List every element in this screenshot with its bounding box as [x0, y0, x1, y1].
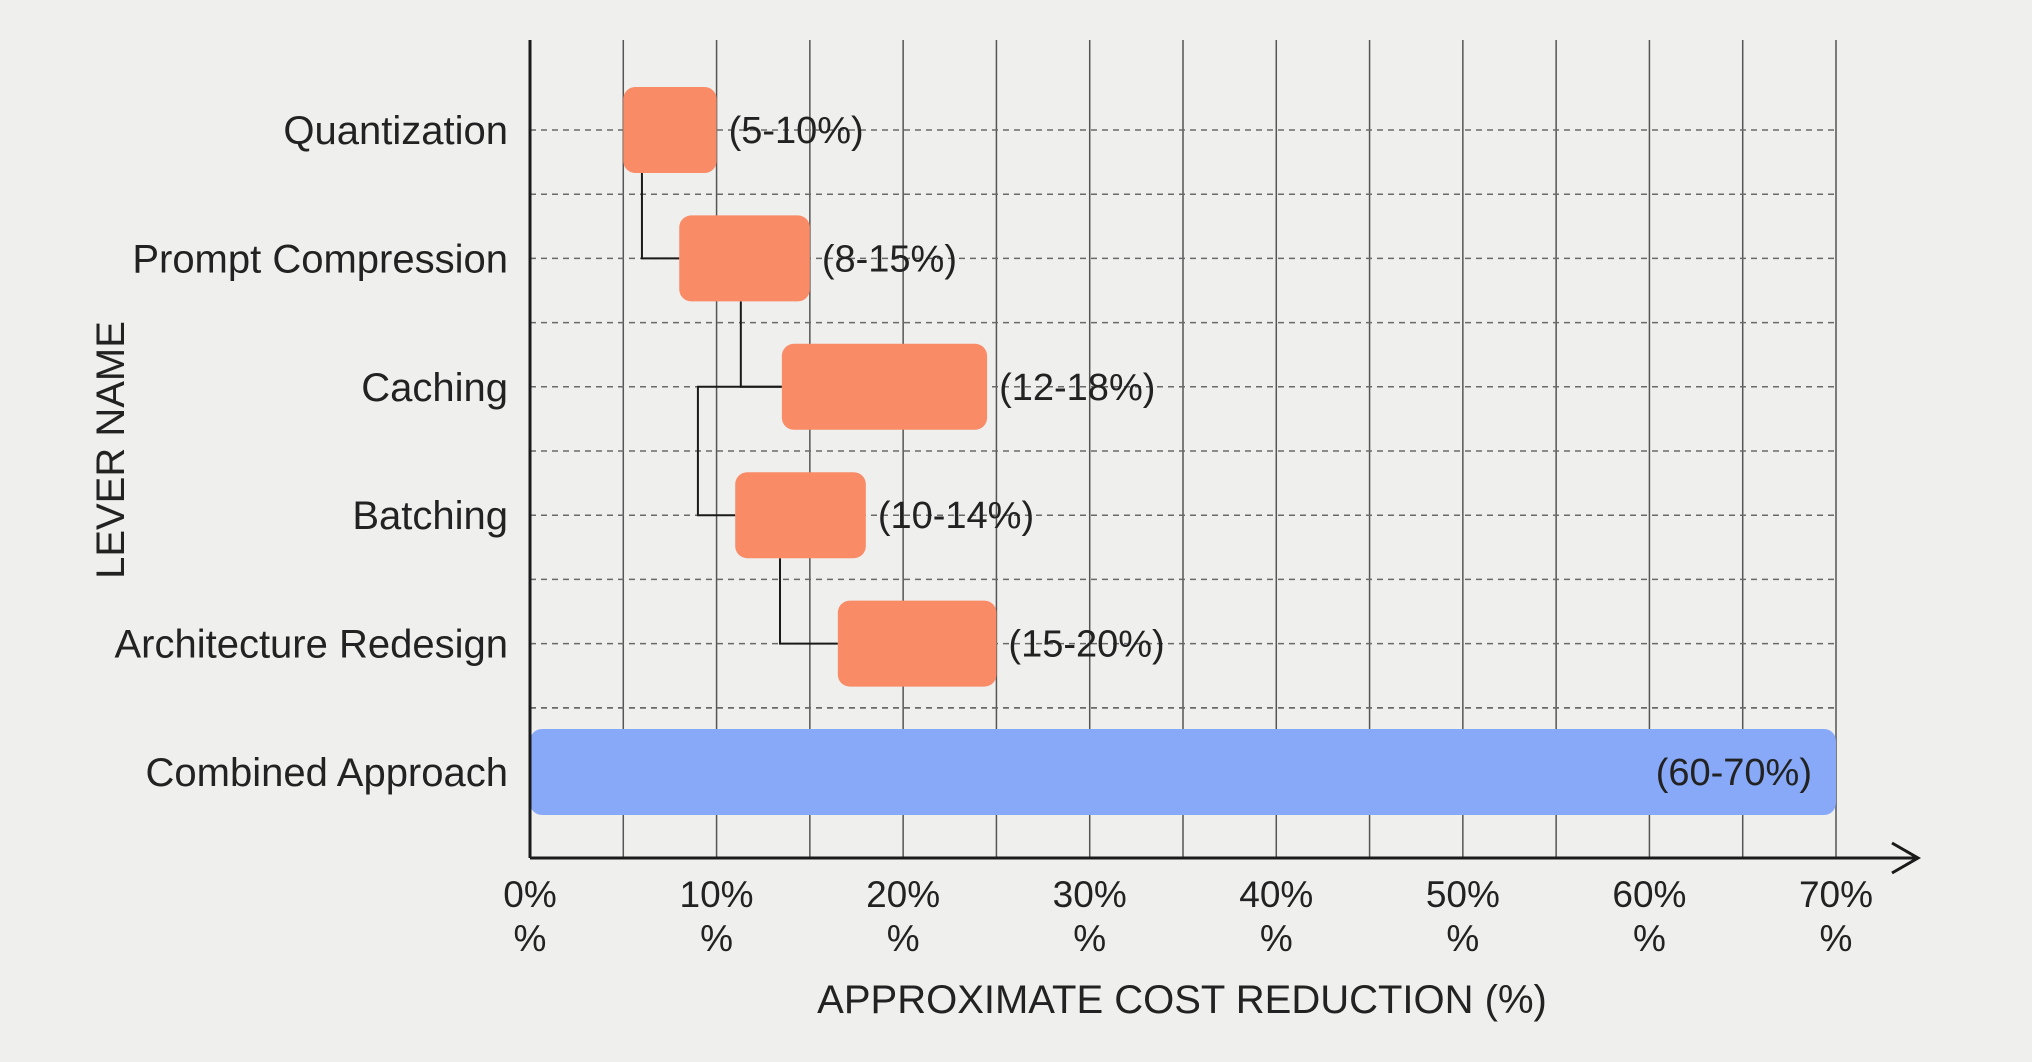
x-tick-label: % — [700, 918, 733, 959]
category-label-caching: Caching — [361, 366, 508, 410]
y-axis-title: LEVER NAME — [89, 321, 133, 579]
category-label-quantization: Quantization — [283, 109, 508, 153]
connector-caching-to-batching — [696, 385, 782, 517]
axis-layer — [528, 40, 1922, 875]
data-label-prompt-compression: (8-15%) — [822, 238, 957, 280]
x-tick-label: 0% — [503, 874, 556, 915]
x-tick-label: 40% — [1239, 874, 1313, 915]
tick-layer: 0%%10%%20%%30%%40%%50%%60%%70%% — [503, 874, 1873, 959]
connector-layer — [640, 173, 838, 645]
x-axis-arrow-icon — [1891, 841, 1922, 875]
x-tick-label: % — [1446, 918, 1479, 959]
x-tick-label: % — [887, 918, 920, 959]
x-tick-label: % — [514, 918, 547, 959]
x-axis-title: APPROXIMATE COST REDUCTION (%) — [817, 978, 1547, 1022]
bar-prompt-compression — [679, 215, 810, 302]
bar-layer — [530, 87, 1836, 815]
connector-prompt-compression-to-caching — [739, 301, 782, 388]
data-label-architecture-redesign: (15-20%) — [1008, 624, 1164, 666]
x-tick-label: 60% — [1612, 874, 1686, 915]
grid-layer — [530, 40, 1837, 858]
data-label-batching: (10-14%) — [878, 495, 1034, 537]
category-label-batching: Batching — [352, 494, 508, 538]
x-tick-label: % — [1260, 918, 1293, 959]
x-tick-label: 70% — [1799, 874, 1873, 915]
category-label-architecture-redesign: Architecture Redesign — [114, 623, 508, 667]
x-tick-label: % — [1820, 918, 1853, 959]
category-label-combined-approach: Combined Approach — [146, 751, 508, 795]
x-tick-label: % — [1633, 918, 1666, 959]
bar-combined-approach — [530, 729, 1836, 815]
data-label-caching: (12-18%) — [999, 367, 1155, 409]
connector-quantization-to-prompt-compression — [640, 173, 680, 260]
x-tick-label: 10% — [680, 874, 754, 915]
x-tick-label: 50% — [1426, 874, 1500, 915]
bar-caching — [781, 343, 988, 430]
category-label-prompt-compression: Prompt Compression — [132, 237, 508, 281]
x-tick-label: 30% — [1053, 874, 1127, 915]
bar-quantization — [623, 87, 717, 173]
bar-batching — [735, 472, 866, 559]
x-tick-label: 20% — [866, 874, 940, 915]
connector-batching-to-architecture-redesign — [779, 558, 838, 645]
bar-architecture-redesign — [837, 600, 997, 687]
x-tick-label: % — [1073, 918, 1106, 959]
data-label-quantization: (5-10%) — [729, 110, 864, 152]
label-layer: Quantization Prompt Compression Caching Bat… — [114, 109, 1812, 795]
data-label-combined-approach: (60-70%) — [1656, 752, 1812, 794]
